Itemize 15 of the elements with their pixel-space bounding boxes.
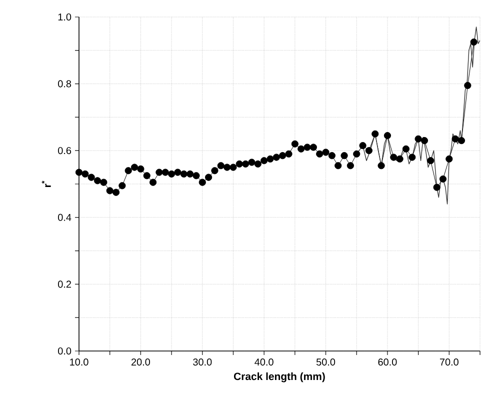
x-tick-label: 60.0	[378, 358, 397, 366]
y-tick-label: 0.4	[58, 214, 72, 221]
x-tick-label: 40.0	[254, 358, 274, 366]
x-axis-title: Crack length (mm)	[234, 372, 325, 382]
y-tick-label: 0.8	[58, 80, 72, 88]
x-tick-label: 20.0	[132, 358, 150, 366]
x-tick-label: 10.0	[70, 358, 88, 366]
x-tick-label: 30.0	[193, 358, 212, 366]
y-tick-label: 0.0	[58, 347, 72, 355]
y-axis-title: r$^{*}$	[42, 180, 51, 188]
y-tick-label: 1.0	[58, 13, 72, 21]
x-tick-label: 70.0	[440, 358, 458, 366]
y-tick-label: 0.2	[58, 280, 71, 288]
x-tick-label: 50.0	[316, 358, 336, 366]
y-tick-label: 0.6	[58, 147, 72, 154]
